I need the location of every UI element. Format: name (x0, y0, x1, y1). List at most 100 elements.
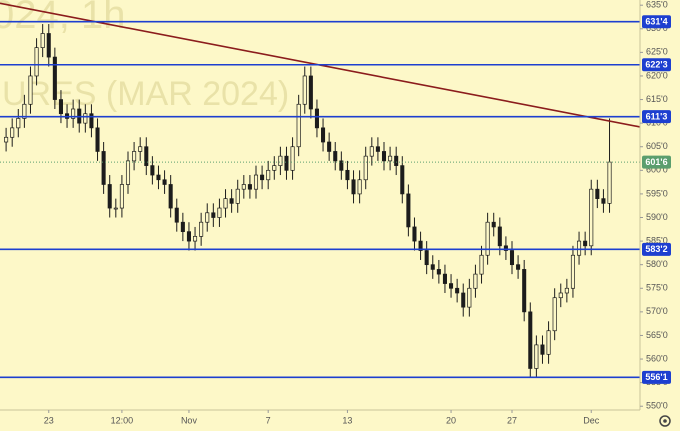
candle-body (522, 269, 527, 313)
candle-body (436, 269, 441, 275)
candle-body (296, 103, 301, 148)
candle-body (345, 169, 350, 181)
candle-body (607, 161, 612, 204)
candle-body (95, 127, 100, 152)
y-tick-label: 600'0 (646, 165, 668, 175)
candle-body (552, 297, 557, 332)
candle-body (211, 212, 216, 218)
x-tick-label: Dec (583, 415, 600, 425)
y-tick-label: 590'0 (646, 212, 668, 222)
candle-body (266, 169, 271, 181)
candle-body (314, 108, 319, 129)
candle-body (162, 179, 167, 185)
candle-body (113, 207, 118, 210)
level-label-box (642, 110, 671, 124)
candle-body (168, 184, 173, 209)
candle-body (418, 240, 423, 251)
candle-body (516, 264, 521, 270)
candle-body (260, 174, 265, 181)
level-label-box (642, 370, 671, 384)
candle-body (394, 155, 399, 166)
candle-body (89, 113, 94, 129)
candle-body (180, 221, 185, 233)
candle-body (534, 344, 539, 369)
settings-icon[interactable] (656, 413, 674, 429)
candle-body (125, 160, 131, 185)
candle-body (40, 33, 45, 49)
level-label-box (642, 242, 671, 256)
y-tick-label: 605'0 (646, 141, 668, 151)
y-tick-label: 565'0 (646, 330, 668, 340)
candle-body (509, 250, 515, 266)
candle-body (186, 231, 191, 242)
candle-body (449, 283, 454, 289)
x-tick-label: 13 (342, 415, 352, 425)
candle-body (223, 198, 228, 209)
y-tick-label: 575'0 (646, 283, 668, 293)
candle-body (308, 75, 313, 110)
candle-body (583, 240, 588, 247)
x-tick-label: 7 (266, 415, 271, 425)
candle-body (430, 264, 435, 270)
candle-body (272, 165, 277, 171)
candle-body (174, 207, 179, 223)
candle-body (528, 311, 533, 369)
candle-body (455, 287, 460, 294)
candle-body (503, 245, 508, 251)
level-label-box (642, 58, 671, 72)
y-tick-label: 595'0 (646, 188, 668, 198)
y-tick-label: 635'0 (646, 0, 668, 10)
candle-body (52, 56, 57, 100)
candle-body (217, 207, 222, 218)
candle-body (491, 221, 496, 228)
watermark: 024, 1h (0, 0, 125, 37)
candle-body (601, 198, 606, 204)
candle-body (442, 273, 447, 284)
candle-body (71, 108, 76, 119)
candle-body (461, 292, 466, 308)
candle-body (424, 250, 429, 266)
level-label: 583'2 (645, 244, 667, 254)
candle-body (400, 165, 405, 195)
candle-body (327, 141, 332, 152)
candle-body (156, 174, 161, 181)
candle-body (412, 226, 417, 242)
candle-body (22, 103, 27, 119)
level-label-box (642, 15, 671, 29)
candle-body (595, 188, 600, 199)
y-tick-label: 580'0 (646, 259, 668, 269)
x-tick-label: 23 (44, 415, 54, 425)
candle-body (570, 254, 575, 289)
last-price-label: 601'6 (645, 157, 667, 167)
candle-body (58, 99, 63, 115)
candle-body (339, 160, 344, 171)
gear-center[interactable] (663, 419, 667, 423)
candle-body (333, 151, 338, 162)
candle-body (16, 118, 21, 129)
candle-body (540, 344, 545, 355)
y-tick-label: 570'0 (646, 306, 668, 316)
candle-body (369, 146, 374, 157)
y-tick-label: 560'0 (646, 353, 668, 363)
level-label: 611'3 (646, 112, 668, 122)
candle-body (144, 146, 149, 166)
candle-body (564, 287, 569, 294)
candle-body (357, 179, 362, 195)
candle-body (83, 113, 88, 124)
candle-body (253, 174, 259, 190)
candle-body (193, 236, 198, 242)
candle-body (321, 127, 326, 143)
candle-body (351, 179, 356, 195)
candle-body (467, 287, 472, 308)
candle-body (4, 136, 9, 143)
gear[interactable] (659, 415, 671, 427)
candle-body (381, 151, 387, 162)
candle-body (241, 184, 246, 190)
x-tick-label: 27 (507, 415, 517, 425)
candle-body (375, 146, 380, 152)
candle-body (205, 212, 210, 223)
candle-body (302, 75, 307, 105)
